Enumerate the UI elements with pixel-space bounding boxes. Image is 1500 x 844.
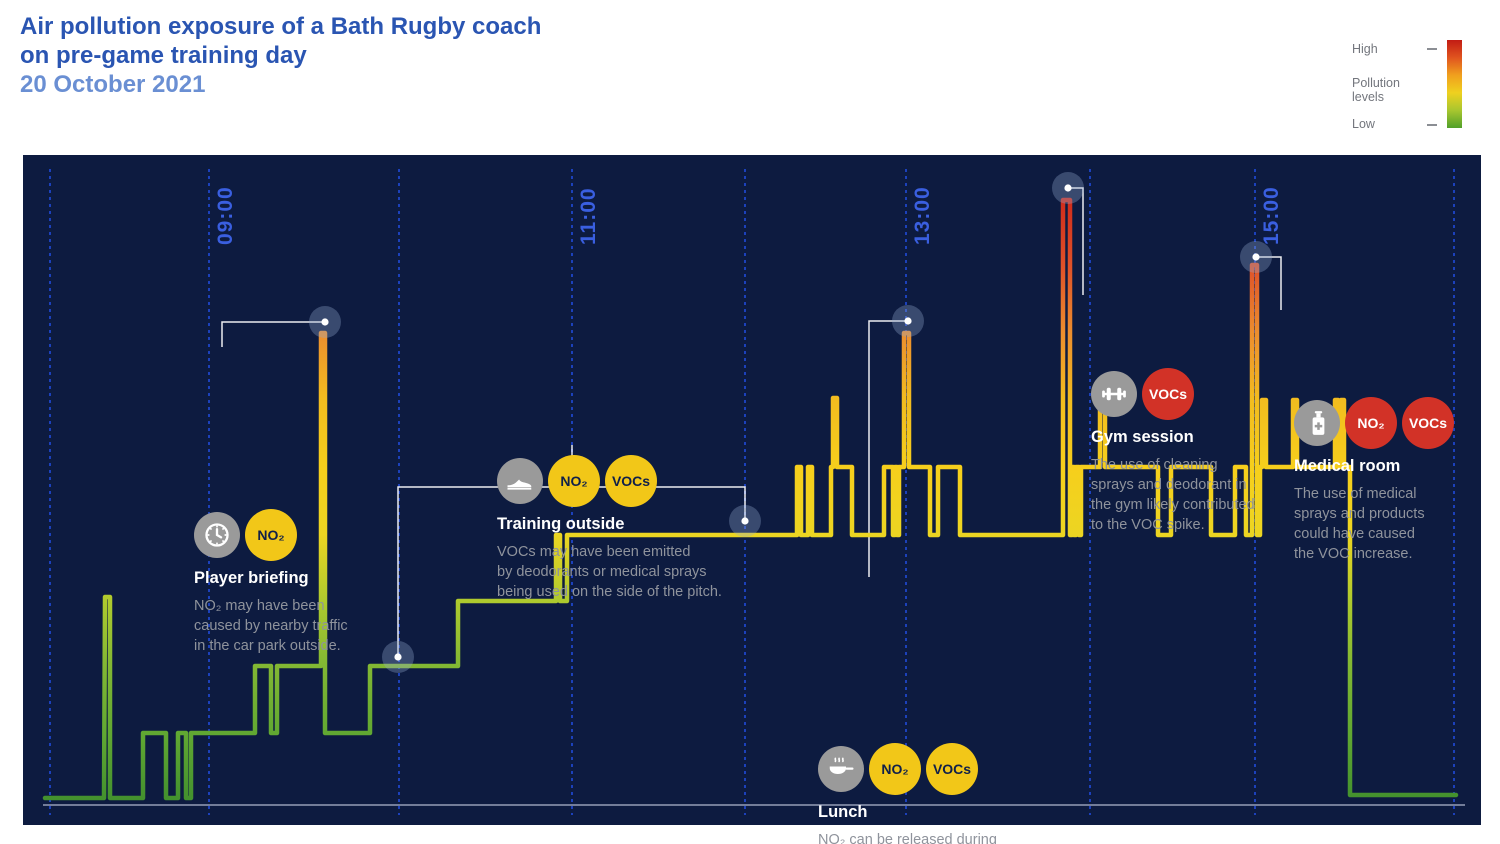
annotation-title: Gym session [1091, 428, 1194, 446]
callout-line [221, 321, 325, 347]
callout-line [868, 320, 908, 577]
annotation-title: Lunch [818, 803, 868, 821]
annotation-title: Medical room [1294, 457, 1401, 475]
vocs-badge: VOCs [926, 743, 978, 795]
point-marker-dot [321, 318, 329, 326]
legend-levels-label: Pollution levels [1352, 76, 1400, 104]
dumbbell-icon [1091, 371, 1137, 417]
time-label: 09:00 [214, 186, 237, 245]
medical-spray-icon [1294, 400, 1340, 446]
page-header: Air pollution exposure of a Bath Rugby c… [20, 12, 541, 99]
annotation-body: NO₂ may have been caused by nearby traff… [194, 598, 348, 654]
legend-gradient-bar [1447, 40, 1462, 128]
annotation-medical-room: NO₂ VOCs Medical room The use of medical… [1294, 397, 1454, 564]
badge-label: VOCs [1148, 386, 1188, 402]
badge-label: VOCs [932, 761, 972, 777]
annotation-lunch: NO₂ VOCs Lunch NO₂ can be released durin… [818, 743, 997, 844]
point-marker-dot [741, 517, 749, 525]
pollution-legend: High Pollution levels Low [1352, 40, 1462, 132]
annotation-player-briefing: NO₂ Player briefing NO₂ may have been ca… [194, 509, 348, 656]
annotation-body: The use of cleaning sprays and deodorant… [1091, 457, 1255, 533]
running-shoe-icon [497, 458, 543, 504]
annotation-body: NO₂ can be released during combustion, s… [818, 832, 997, 844]
no2-badge: NO₂ [869, 743, 921, 795]
pollution-line [42, 197, 1459, 801]
annotation-gym-session: VOCs Gym session The use of cleaning spr… [1091, 368, 1255, 535]
page-title-line2: on pre-game training day [20, 42, 307, 69]
annotation-icons: NO₂ VOCs [818, 743, 997, 795]
no2-badge: NO₂ [245, 509, 297, 561]
no2-badge: NO₂ [1345, 397, 1397, 449]
time-label: 11:00 [577, 187, 600, 245]
annotation-training-outside: NO₂ VOCs Training outside VOCs may have … [497, 455, 722, 602]
callout-line [1068, 187, 1084, 295]
frying-pan-icon [818, 746, 864, 792]
badge-label: NO₂ [881, 761, 909, 777]
annotation-icons: NO₂ VOCs [1294, 397, 1454, 449]
annotation-body: The use of medical sprays and products c… [1294, 486, 1425, 562]
badge-label: NO₂ [560, 473, 588, 489]
annotation-icons: NO₂ VOCs [497, 455, 722, 507]
vocs-badge: VOCs [605, 455, 657, 507]
page-date: 20 October 2021 [20, 71, 206, 98]
annotation-icons: NO₂ [194, 509, 348, 561]
badge-label: VOCs [1408, 415, 1448, 431]
no2-badge: NO₂ [548, 455, 600, 507]
time-label: 13:00 [911, 186, 934, 245]
point-marker-dot [1064, 184, 1072, 192]
legend-low-label: Low [1352, 117, 1375, 131]
vocs-badge: VOCs [1142, 368, 1194, 420]
point-marker-dot [394, 653, 402, 661]
badge-label: VOCs [611, 473, 651, 489]
vocs-badge: VOCs [1402, 397, 1454, 449]
chart-area: NO₂ Player briefing NO₂ may have been ca… [23, 155, 1481, 844]
clock-icon [194, 512, 240, 558]
badge-label: NO₂ [1357, 415, 1385, 431]
annotation-title: Player briefing [194, 569, 309, 587]
point-marker-dot [1252, 253, 1260, 261]
legend-high-label: High [1352, 42, 1378, 56]
callout-line [1256, 256, 1282, 310]
pollution-chart [42, 169, 1465, 815]
annotation-title: Training outside [497, 515, 625, 533]
point-marker-dot [904, 317, 912, 325]
annotation-body: VOCs may have been emitted by deodorants… [497, 544, 722, 600]
legend-high-tick [1427, 48, 1437, 50]
legend-low-tick [1427, 124, 1437, 126]
annotation-icons: VOCs [1091, 368, 1255, 420]
badge-label: NO₂ [257, 527, 285, 543]
time-label: 15:00 [1260, 186, 1283, 245]
page-title-line1: Air pollution exposure of a Bath Rugby c… [20, 13, 542, 40]
